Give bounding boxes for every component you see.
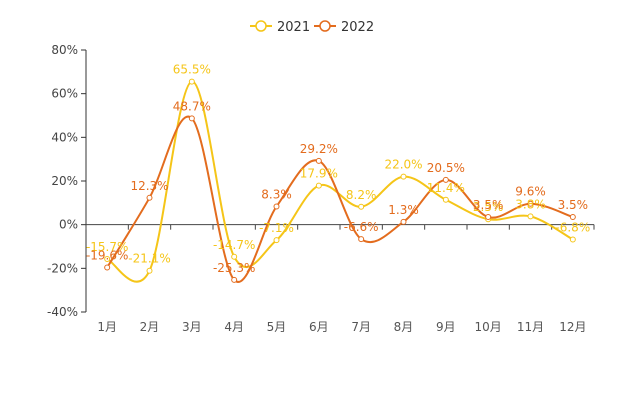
legend-swatch-marker <box>319 20 331 32</box>
data-point-2022 <box>569 214 576 221</box>
x-tick-label: 4月 <box>224 320 244 334</box>
data-point-2022 <box>231 276 238 283</box>
data-label-2021: -6.8% <box>555 221 590 235</box>
y-tick-label: 40% <box>51 130 78 144</box>
y-tick-label: 0% <box>59 218 78 232</box>
series-points <box>104 78 576 283</box>
data-point-2021 <box>104 255 111 262</box>
data-point-2022 <box>104 264 111 271</box>
data-label-2021: -14.7% <box>213 238 255 252</box>
data-point-2021 <box>231 253 238 260</box>
data-point-2022 <box>358 236 365 243</box>
x-tick-label: 6月 <box>309 320 329 334</box>
data-label-2022: 48.7% <box>173 99 211 113</box>
data-point-2021 <box>358 203 365 210</box>
y-tick-label: -20% <box>47 261 78 275</box>
data-label-2022: 9.6% <box>515 185 546 199</box>
legend-label[interactable]: 2022 <box>341 20 374 35</box>
data-point-2021 <box>569 236 576 243</box>
x-tick-label: 3月 <box>182 320 202 334</box>
data-label-2021: 65.5% <box>173 63 211 77</box>
data-point-2022 <box>146 194 153 201</box>
data-point-2021 <box>188 78 195 85</box>
data-labels: -15.7%-21.1% 65.5% -14.7% -7.1% 17.9% 8.2% 22.… <box>86 63 590 275</box>
data-label-2022: 12.3% <box>130 179 168 193</box>
axes: 80% 60% 40% 20% 0% -20% -40% 1月 2月 3月 4月 5月 6月 7月 8月 9月… <box>47 43 595 334</box>
data-point-2022 <box>442 176 449 183</box>
data-point-2021 <box>442 196 449 203</box>
data-point-2021 <box>273 237 280 244</box>
x-tick-label: 11月 <box>517 320 544 334</box>
x-tick-label: 7月 <box>351 320 371 334</box>
y-tick-label: 80% <box>51 43 78 57</box>
data-label-2022: 1.3% <box>388 203 419 217</box>
data-label-2022: 3.5% <box>473 198 504 212</box>
legend-label[interactable]: 2021 <box>277 20 310 35</box>
x-tick-label: 10月 <box>475 320 502 334</box>
legend: 2021 2022 <box>250 20 374 35</box>
data-label-2021: 11.4% <box>427 181 465 195</box>
x-tick-label: 2月 <box>140 320 160 334</box>
data-point-2021 <box>400 173 407 180</box>
data-label-2021: -21.1% <box>128 252 170 266</box>
data-label-2022: 3.5% <box>558 198 589 212</box>
data-point-2022 <box>527 200 534 207</box>
data-point-2021 <box>315 182 322 189</box>
x-tick-label: 12月 <box>559 320 586 334</box>
x-tick-label: 9月 <box>436 320 456 334</box>
data-label-2021: 3.8% <box>515 197 546 211</box>
x-tick-label: 8月 <box>394 320 414 334</box>
data-point-2022 <box>400 218 407 225</box>
data-label-2021: 22.0% <box>384 158 422 172</box>
data-label-2021: 17.9% <box>300 167 338 181</box>
legend-swatch-marker <box>255 20 267 32</box>
data-label-2021: 2.5% <box>473 200 504 214</box>
data-point-2022 <box>188 115 195 122</box>
data-label-2022: 8.3% <box>261 188 292 202</box>
data-point-2022 <box>485 214 492 221</box>
data-label-2022: -19.6% <box>86 248 128 262</box>
data-label-2021: 8.2% <box>346 188 377 202</box>
x-tick-label: 5月 <box>267 320 287 334</box>
y-tick-label: 20% <box>51 174 78 188</box>
data-point-2022 <box>315 157 322 164</box>
data-point-2022 <box>273 203 280 210</box>
data-label-2022: -6.6% <box>344 220 379 234</box>
data-label-2022: 20.5% <box>427 161 465 175</box>
data-point-2021 <box>146 267 153 274</box>
data-label-2022: -25.3% <box>213 261 255 275</box>
y-tick-label: -40% <box>47 305 78 319</box>
data-label-2021: -7.1% <box>259 221 294 235</box>
data-point-2021 <box>527 213 534 220</box>
y-tick-label: 60% <box>51 87 78 101</box>
data-label-2022: 29.2% <box>300 142 338 156</box>
data-label-2021: -15.7% <box>86 240 128 254</box>
x-tick-label: 1月 <box>97 320 117 334</box>
